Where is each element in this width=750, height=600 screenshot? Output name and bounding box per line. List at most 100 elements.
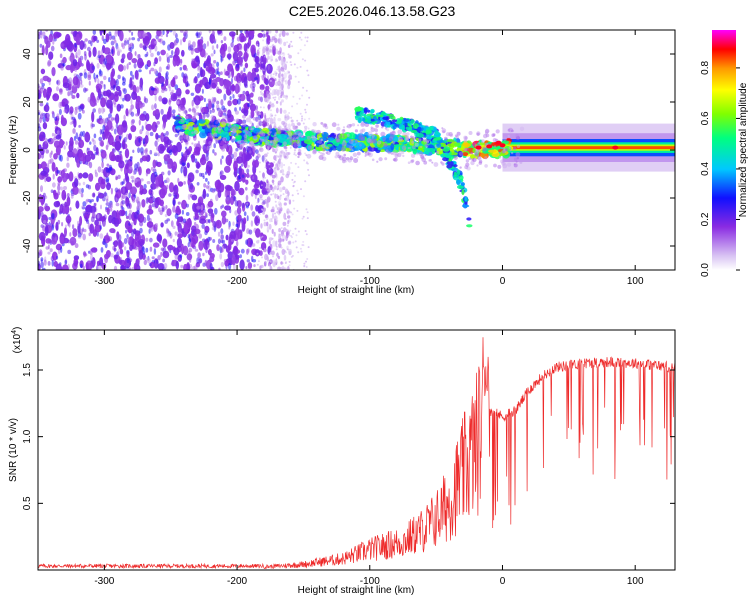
noise-speck [262, 46, 265, 49]
noise-blob [207, 236, 211, 242]
noise-speck [269, 264, 271, 267]
noise-blob [199, 218, 207, 224]
noise-blob [146, 181, 151, 185]
noise-blob [74, 43, 77, 48]
trace-halo [318, 144, 322, 148]
noise-speck [261, 256, 263, 259]
noise-blob [203, 97, 206, 103]
noise-blob [162, 40, 166, 46]
trace-halo [226, 119, 231, 124]
noise-blob [220, 158, 223, 166]
noise-speck [279, 89, 282, 92]
noise-speck [257, 54, 260, 57]
trace-halo [221, 119, 224, 121]
trace-halo [353, 158, 359, 163]
trace-halo [191, 142, 194, 145]
noise-blob [129, 42, 134, 47]
noise-blob [205, 66, 213, 72]
noise-speck [264, 55, 267, 58]
noise-blob [92, 46, 97, 58]
noise-blob [250, 190, 254, 197]
noise-blob [245, 154, 252, 160]
noise-speck [259, 69, 262, 72]
noise-blob [213, 60, 217, 64]
noise-blob [91, 111, 95, 123]
noise-blob [151, 121, 158, 133]
trace-halo [213, 132, 218, 137]
trace-halo [484, 164, 488, 168]
noise-blob [87, 184, 91, 190]
noise-blob [224, 205, 232, 211]
trace-blob [446, 138, 455, 143]
noise-blob [118, 64, 124, 72]
noise-blob [283, 202, 287, 206]
noise-blob [52, 232, 55, 237]
noise-blob [84, 38, 88, 42]
noise-blob [85, 260, 93, 270]
trace-halo [492, 138, 497, 143]
noise-blob [255, 205, 259, 212]
noise-blob [151, 104, 155, 111]
noise-blob [58, 108, 62, 115]
noise-blob [254, 67, 259, 73]
noise-blob [124, 93, 131, 102]
noise-blob [38, 126, 42, 132]
noise-blob [124, 246, 127, 251]
noise-speck [305, 208, 308, 211]
trace-halo [515, 160, 518, 163]
noise-blob [121, 265, 125, 270]
noise-blob [145, 152, 148, 157]
trace-halo [371, 134, 375, 138]
noise-blob [100, 204, 102, 210]
noise-blob [239, 30, 243, 34]
noise-blob [80, 104, 84, 112]
trace-halo [378, 157, 383, 162]
noise-blob [248, 239, 252, 246]
noise-blob [172, 77, 176, 86]
noise-blob [134, 51, 137, 56]
noise-blob [272, 148, 276, 153]
trace-halo [318, 151, 321, 154]
noise-blob [52, 93, 60, 102]
noise-speck [266, 44, 269, 46]
noise-blob [266, 35, 271, 45]
trace-halo [373, 127, 377, 131]
trace-halo [217, 113, 221, 116]
x-tick-label: -100 [360, 576, 380, 587]
trace-halo [348, 146, 353, 150]
noise-blob [75, 132, 79, 140]
noise-blob [194, 76, 198, 84]
trace-halo [191, 131, 194, 134]
noise-blob [263, 221, 267, 227]
noise-speck [296, 209, 299, 212]
noise-blob [211, 68, 216, 75]
noise-speck [265, 257, 268, 260]
noise-blob [275, 163, 278, 168]
noise-speck [291, 178, 294, 181]
noise-blob [220, 247, 224, 253]
noise-blob [185, 67, 188, 72]
noise-speck [299, 112, 302, 115]
noise-blob [114, 91, 119, 97]
noise-blob [267, 256, 269, 262]
noise-blob [264, 190, 269, 196]
noise-blob [231, 77, 233, 85]
noise-blob [176, 220, 180, 227]
noise-speck [278, 34, 281, 37]
trace-halo [243, 129, 247, 133]
noise-blob [98, 262, 102, 266]
noise-blob [134, 214, 138, 219]
noise-blob [44, 137, 48, 145]
trace-halo [322, 148, 326, 152]
noise-blob [162, 238, 168, 248]
noise-blob [126, 63, 129, 70]
noise-blob [114, 30, 118, 35]
noise-blob [243, 43, 248, 53]
trace-halo [265, 122, 270, 127]
noise-blob [288, 54, 292, 59]
noise-blob [122, 210, 126, 215]
noise-blob [110, 116, 114, 121]
noise-blob [285, 113, 290, 121]
trace-blob [390, 143, 395, 151]
noise-speck [257, 223, 260, 225]
